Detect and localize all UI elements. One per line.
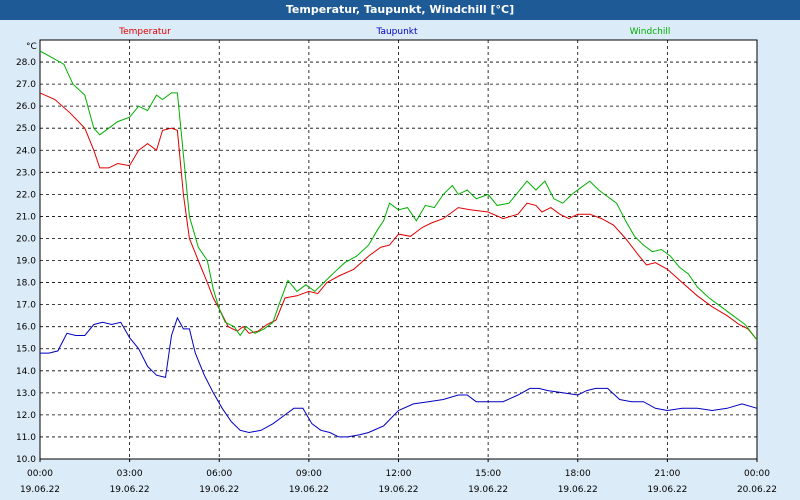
x-tick-time: 09:00: [296, 469, 322, 479]
y-tick-label: 18.0: [16, 279, 36, 289]
y-tick-label: 11.0: [16, 433, 36, 443]
y-tick-label: 21.0: [16, 212, 36, 222]
y-tick-label: 22.0: [16, 190, 36, 200]
line-chart: 10.0 11.0 12.0 13.0 14.0 15.0 16.0 17.0 18.0 19.0…: [16, 27, 777, 495]
y-tick-label: 25.0: [16, 124, 36, 134]
legend-temperatur: Temperatur: [118, 27, 171, 37]
x-tick-date: 19.06.22: [289, 485, 329, 495]
x-tick-date: 19.06.22: [647, 485, 687, 495]
y-tick-label: 23.0: [16, 168, 36, 178]
x-tick-date: 19.06.22: [199, 485, 239, 495]
y-tick-label: 19.0: [16, 257, 36, 267]
legend-windchill: Windchill: [630, 27, 671, 37]
y-tick-label: 16.0: [16, 323, 36, 333]
y-axis-label: °C: [26, 42, 37, 52]
window-title: Temperatur, Taupunkt, Windchill [°C]: [0, 0, 800, 20]
x-axis: 00:00 19.06.22 03:00 19.06.22 06:00 19.06.22 0…: [20, 459, 777, 495]
x-tick-date: 19.06.22: [20, 485, 60, 495]
y-tick-label: 17.0: [16, 301, 36, 311]
y-tick-label: 10.0: [16, 455, 36, 465]
x-tick-date: 19.06.22: [468, 485, 508, 495]
y-tick-label: 14.0: [16, 367, 36, 377]
series-line-temperatur: [39, 92, 758, 341]
grid: [40, 40, 757, 459]
y-tick-label: 13.0: [16, 389, 36, 399]
x-tick-time: 12:00: [386, 469, 412, 479]
x-tick-time: 18:00: [565, 469, 591, 479]
series-lines: [39, 50, 758, 438]
y-tick-label: 27.0: [16, 80, 36, 90]
x-tick-time: 15:00: [475, 469, 501, 479]
legend-taupunkt: Taupunkt: [375, 27, 418, 37]
y-axis: 10.0 11.0 12.0 13.0 14.0 15.0 16.0 17.0 18.0 19.0…: [16, 58, 36, 465]
y-tick-label: 26.0: [16, 102, 36, 112]
y-tick-label: 15.0: [16, 345, 36, 355]
series-line-taupunkt: [40, 316, 758, 438]
x-tick-time: 00:00: [744, 469, 770, 479]
y-tick-label: 28.0: [16, 58, 36, 68]
x-tick-time: 21:00: [654, 469, 680, 479]
legend: Temperatur Taupunkt Windchill: [118, 27, 670, 37]
x-tick-time: 00:00: [27, 469, 53, 479]
x-tick-date: 19.06.22: [378, 485, 418, 495]
x-tick-date: 20.06.22: [737, 485, 777, 495]
series-line-windchill: [39, 50, 758, 341]
y-tick-label: 24.0: [16, 146, 36, 156]
y-tick-label: 20.0: [16, 234, 36, 244]
y-tick-label: 12.0: [16, 411, 36, 421]
x-tick-time: 06:00: [206, 469, 232, 479]
x-tick-time: 03:00: [117, 469, 143, 479]
x-tick-date: 19.06.22: [110, 485, 150, 495]
x-tick-date: 19.06.22: [558, 485, 598, 495]
